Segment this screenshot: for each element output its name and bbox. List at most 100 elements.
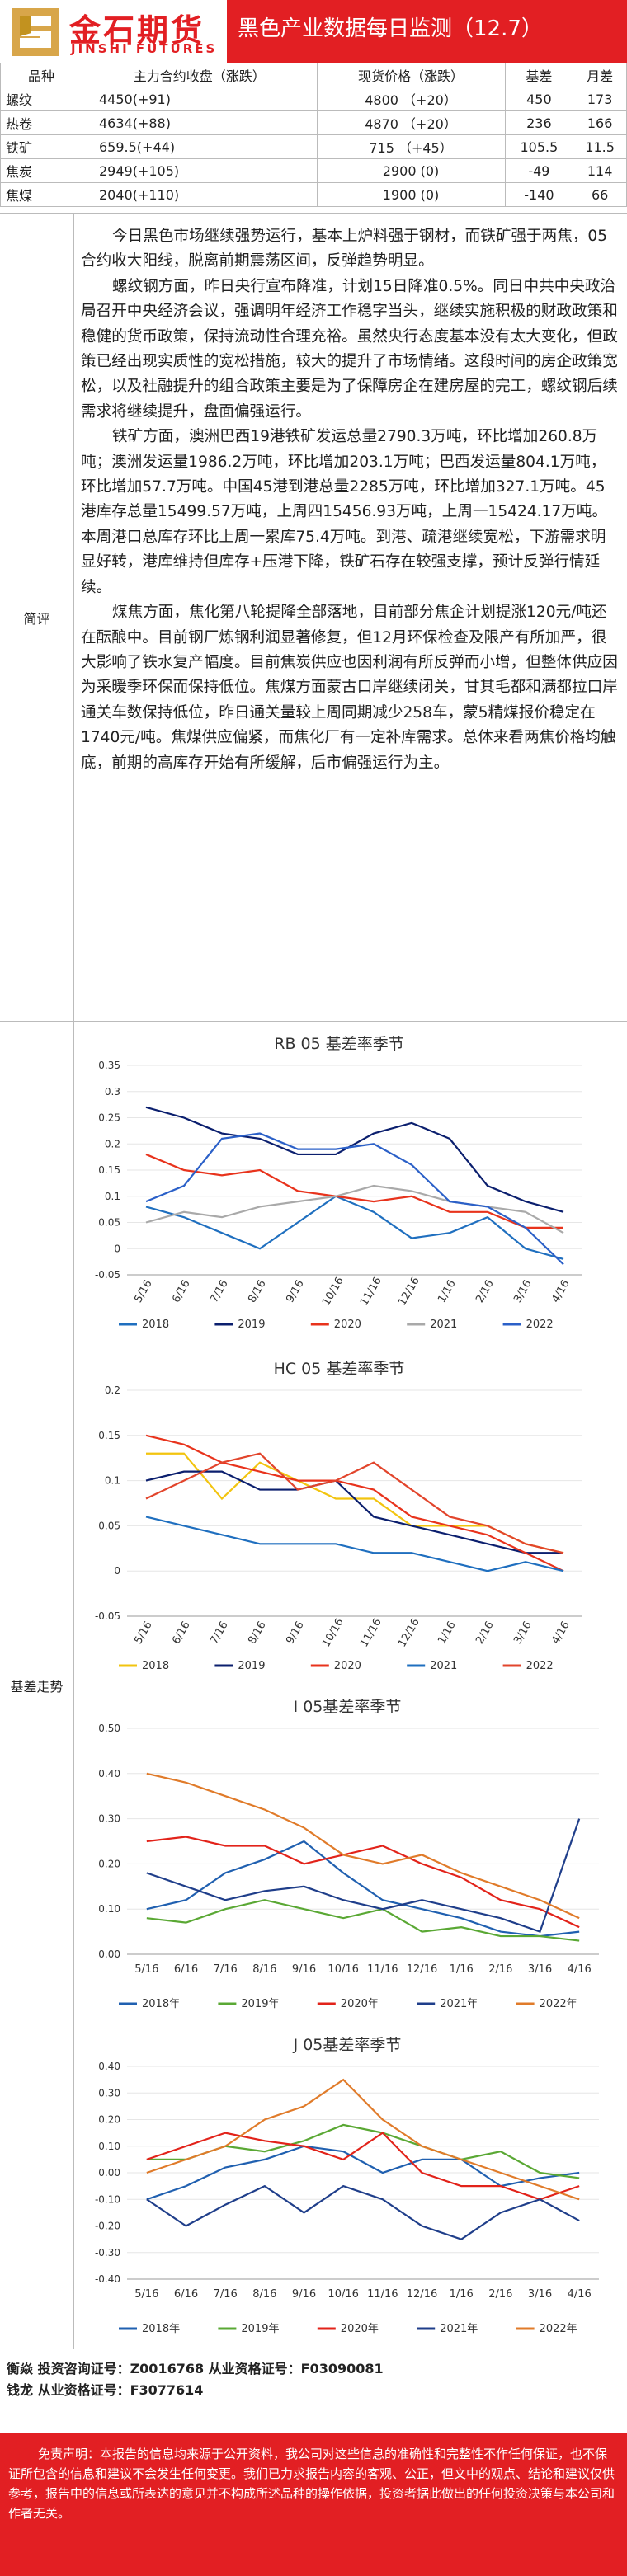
table-cell: 166 bbox=[573, 110, 627, 135]
table-cell: 1900 (0) bbox=[316, 182, 506, 207]
y-tick-label: 0.25 bbox=[98, 1112, 120, 1124]
y-tick-label: -0.10 bbox=[95, 2193, 120, 2205]
page-title: 黑色产业数据每日监测（12.7） bbox=[238, 16, 543, 41]
x-tick-label: 4/16 bbox=[568, 1963, 592, 1976]
table-cell: 2949(+105) bbox=[82, 158, 318, 183]
table-cell: 4450(+91) bbox=[82, 87, 318, 111]
chart-j05-svg: J 05基差率季节 0.40 0.30 0.20 0.10 0.00 -0.10 -0.20 -… bbox=[95, 2036, 599, 2335]
x-tick-label: 11/16 bbox=[367, 1963, 398, 1976]
series-line bbox=[146, 1772, 580, 1920]
legend-label: 2018年 bbox=[142, 1998, 180, 2010]
table-cell: 螺纹 bbox=[0, 87, 82, 111]
x-tick-label: 5/16 bbox=[134, 1963, 158, 1976]
summary-paragraph: 螺纹钢方面，昨日央行宣布降准，计划15日降准0.5%。同日中共中央政治局召开中央… bbox=[81, 277, 618, 421]
logo: 金石期货 JINSHI FUTURES bbox=[0, 0, 227, 63]
series-line bbox=[145, 1434, 564, 1572]
x-tick-label: 11/16 bbox=[367, 2288, 398, 2301]
y-tick-label: 0.20 bbox=[98, 1858, 120, 1869]
legend-label: 2018 bbox=[142, 1319, 169, 1331]
legend-label: 2019 bbox=[238, 1319, 265, 1331]
legend-label: 2021年 bbox=[440, 1998, 478, 2010]
x-tick-label: 6/16 bbox=[170, 1278, 193, 1305]
x-tick-label: 9/16 bbox=[284, 1619, 307, 1647]
table-cell: 11.5 bbox=[573, 134, 627, 159]
table-cell: 66 bbox=[573, 182, 627, 207]
credits: 衡焱 投资咨询证号：Z0016768 从业资格证号：F03090081 钱龙 从… bbox=[7, 2358, 384, 2401]
x-tick-label: 1/16 bbox=[450, 1963, 474, 1976]
x-tick-label: 7/16 bbox=[208, 1278, 231, 1305]
y-tick-label: 0.05 bbox=[98, 1520, 120, 1531]
series-line bbox=[145, 1153, 563, 1229]
x-tick-label: 4/16 bbox=[549, 1278, 573, 1305]
x-tick-label: 6/16 bbox=[174, 2288, 198, 2301]
y-tick-label: -0.30 bbox=[95, 2247, 120, 2259]
table-cell: 450 bbox=[504, 87, 574, 111]
table-row: 热卷 4634(+88) 4870 （+20） 236 166 bbox=[0, 110, 627, 135]
legend-label: 2021年 bbox=[440, 2323, 478, 2335]
series-line bbox=[146, 1840, 580, 1938]
series-line bbox=[145, 1132, 564, 1266]
table-cell: -49 bbox=[504, 158, 574, 183]
table-cell: 2040(+110) bbox=[82, 182, 318, 207]
chart-hc05: HC 05 基差率季节 0.2 0.15 0.1 0.05 0 -0.05 5/16 6/16 7… bbox=[79, 1352, 599, 1682]
table-header: 现货价格（涨跌） bbox=[316, 63, 506, 87]
series-line bbox=[146, 2078, 580, 2201]
table-cell: 114 bbox=[573, 158, 627, 183]
legend-label: 2020 bbox=[334, 1660, 361, 1672]
y-tick-label: 0.40 bbox=[98, 2061, 120, 2072]
table-cell: 铁矿 bbox=[0, 134, 82, 159]
legend-label: 2019年 bbox=[241, 2323, 279, 2335]
chart-i05-svg: I 05基差率季节 0.50 0.40 0.30 0.20 0.10 0.00 5/16 6/1… bbox=[98, 1698, 599, 2010]
series-line bbox=[145, 1470, 563, 1554]
x-tick-label: 8/16 bbox=[246, 1619, 269, 1647]
table-cell: -140 bbox=[504, 182, 574, 207]
table-cell: 173 bbox=[573, 87, 627, 111]
chart-i05: I 05基差率季节 0.50 0.40 0.30 0.20 0.10 0.00 5/16 6/1… bbox=[79, 1690, 615, 2020]
summary-paragraph: 今日黑色市场继续强势运行，基本上炉料强于钢材，而铁矿强于两焦，05合约收大阳线，… bbox=[81, 228, 608, 270]
y-tick-label: 0.10 bbox=[98, 1903, 120, 1915]
credit-line: 衡焱 投资咨询证号：Z0016768 从业资格证号：F03090081 bbox=[7, 2361, 384, 2376]
x-tick-label: 3/16 bbox=[512, 1619, 535, 1647]
summary-body: 今日黑色市场继续强势运行，基本上炉料强于钢材，而铁矿强于两焦，05合约收大阳线，… bbox=[81, 224, 620, 776]
x-tick-label: 6/16 bbox=[174, 1963, 198, 1976]
x-tick-label: 2/16 bbox=[488, 2288, 512, 2301]
table-header: 月差 bbox=[573, 63, 627, 87]
legend-label: 2021 bbox=[430, 1319, 457, 1331]
y-tick-label: 0.50 bbox=[98, 1723, 120, 1734]
x-tick-label: 10/16 bbox=[320, 1275, 346, 1308]
legend-label: 2020年 bbox=[341, 2323, 379, 2335]
table-cell: 4800 （+20） bbox=[316, 87, 506, 111]
table-cell: 2900 (0) bbox=[316, 158, 506, 183]
x-tick-label: 1/16 bbox=[450, 2288, 474, 2301]
series-line bbox=[146, 1899, 580, 1942]
y-tick-label: -0.40 bbox=[95, 2273, 120, 2285]
x-tick-label: 8/16 bbox=[252, 1963, 276, 1976]
x-tick-label: 10/16 bbox=[320, 1616, 346, 1649]
x-tick-label: 5/16 bbox=[134, 2288, 158, 2301]
legend-label: 2020 bbox=[334, 1319, 361, 1331]
summary-section: 简评 bbox=[0, 213, 627, 1022]
series-line bbox=[145, 1452, 564, 1554]
y-tick-label: 0.30 bbox=[98, 2087, 120, 2099]
series-line bbox=[146, 2184, 580, 2240]
y-tick-label: 0.00 bbox=[98, 1948, 120, 1960]
summary-paragraph: 铁矿方面，澳洲巴西19港铁矿发运总量2790.3万吨，环比增加260.8万吨；澳… bbox=[81, 428, 608, 596]
x-tick-label: 3/16 bbox=[528, 1963, 552, 1976]
series-line bbox=[145, 1195, 564, 1261]
basis-section: 基差走势 bbox=[0, 1021, 627, 2349]
disclaimer: 免责声明：本报告的信息均来源于公开资料，我公司对这些信息的准确性和完整性不作任何… bbox=[0, 2433, 627, 2576]
y-tick-label: 0.00 bbox=[98, 2167, 120, 2179]
market-table: 品种 主力合约收盘（涨跌） 现货价格（涨跌） 基差 月差 螺纹 4450(+91… bbox=[0, 63, 627, 207]
y-tick-label: 0.30 bbox=[98, 1813, 120, 1825]
x-tick-label: 8/16 bbox=[252, 2288, 276, 2301]
y-tick-label: 0.1 bbox=[105, 1475, 120, 1487]
legend-label: 2022年 bbox=[540, 1998, 578, 2010]
x-tick-label: 11/16 bbox=[358, 1275, 384, 1308]
table-cell: 659.5(+44) bbox=[82, 134, 318, 159]
series-line bbox=[146, 2132, 580, 2201]
x-tick-label: 2/16 bbox=[474, 1278, 497, 1305]
table-row: 铁矿 659.5(+44) 715 （+45） 105.5 11.5 bbox=[0, 134, 627, 159]
series-line bbox=[145, 1106, 564, 1213]
y-tick-label: 0.2 bbox=[105, 1138, 120, 1149]
table-row: 螺纹 4450(+91) 4800 （+20） 450 173 bbox=[0, 87, 627, 111]
